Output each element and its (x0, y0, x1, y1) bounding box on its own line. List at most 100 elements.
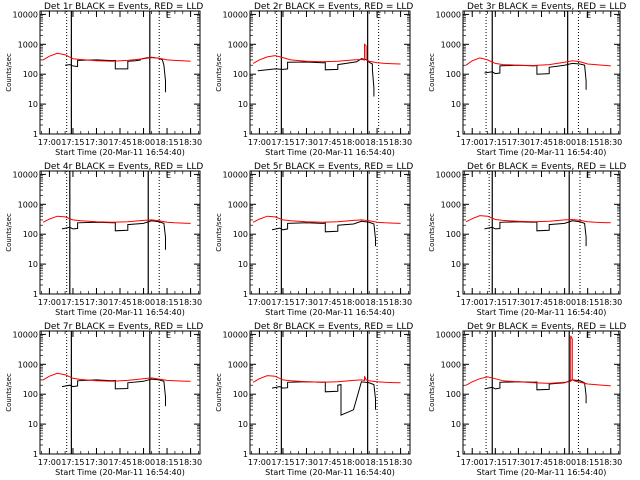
x-tick-label: 17:15 (271, 298, 294, 307)
y-tick-label: 1 (243, 130, 248, 139)
y-tick-label: 100 (446, 390, 461, 399)
y-tick-label: 100 (23, 230, 38, 239)
x-tick-label: 18:15 (156, 138, 179, 147)
chart-title: Det 3r BLACK = Events, RED = LLD (467, 2, 626, 12)
chart-title: Det 2r BLACK = Events, RED = LLD (254, 2, 413, 12)
y-tick-label: 1000 (441, 360, 461, 369)
chart-title: Det 4r BLACK = Events, RED = LLD (44, 162, 203, 172)
x-tick-label: 18:30 (599, 298, 622, 307)
x-tick-label: 17:45 (530, 298, 553, 307)
x-tick-label: 17:15 (484, 298, 507, 307)
y-axis-label: Counts/sec (428, 53, 436, 92)
x-tick-label: 17:00 (461, 138, 484, 147)
y-tick-label: 1000 (228, 40, 248, 49)
x-tick-label: 18:30 (179, 298, 202, 307)
corner-mark: E (586, 331, 591, 340)
events-series-line (271, 220, 376, 247)
x-tick-label: 18:15 (366, 458, 389, 467)
x-tick-label: 17:00 (461, 298, 484, 307)
corner-mark: E (376, 331, 381, 340)
x-tick-label: 17:15 (61, 298, 84, 307)
x-tick-label: 18:30 (389, 458, 412, 467)
y-tick-label: 10 (238, 260, 248, 269)
x-tick-label: 18:15 (576, 458, 599, 467)
x-tick-label: 18:00 (553, 138, 576, 147)
y-tick-label: 100 (23, 70, 38, 79)
y-tick-label: 1000 (228, 360, 248, 369)
x-tick-label: 17:45 (530, 138, 553, 147)
y-axis-label: Counts/sec (215, 213, 223, 252)
x-tick-label: 17:15 (484, 458, 507, 467)
x-tick-label: 17:15 (271, 458, 294, 467)
x-tick-label: 18:30 (599, 458, 622, 467)
y-axis-label: Counts/sec (215, 53, 223, 92)
x-tick-label: 17:45 (318, 298, 341, 307)
y-tick-label: 1 (456, 450, 461, 459)
y-tick-label: 10 (451, 260, 461, 269)
y-tick-label: 10000 (223, 170, 248, 179)
x-tick-label: 18:30 (179, 458, 202, 467)
x-axis-label: Start Time (20-Mar-11 16:54:40) (55, 308, 185, 317)
x-tick-label: 17:30 (85, 458, 108, 467)
x-tick-label: 17:00 (248, 298, 271, 307)
y-tick-label: 1000 (441, 40, 461, 49)
plot-frame (249, 170, 411, 295)
x-tick-label: 17:00 (38, 458, 61, 467)
y-tick-label: 10 (451, 420, 461, 429)
x-tick-label: 18:15 (156, 298, 179, 307)
x-tick-label: 17:30 (507, 458, 530, 467)
x-tick-label: 18:15 (156, 458, 179, 467)
corner-mark: E (586, 171, 591, 180)
x-tick-label: 17:45 (108, 298, 131, 307)
x-tick-label: 17:30 (85, 298, 108, 307)
corner-mark: E (376, 171, 381, 180)
y-tick-label: 10 (28, 420, 38, 429)
lld-series-line (465, 215, 611, 224)
x-tick-label: 17:30 (295, 458, 318, 467)
y-tick-label: 10000 (436, 10, 461, 19)
y-tick-label: 1 (33, 450, 38, 459)
y-tick-label: 1 (456, 290, 461, 299)
y-tick-label: 10000 (436, 330, 461, 339)
events-series-line (257, 58, 375, 97)
y-axis-label: Counts/sec (428, 373, 436, 412)
x-tick-label: 17:45 (318, 138, 341, 147)
events-series-line (65, 56, 166, 93)
plot-frame (39, 330, 201, 455)
y-tick-label: 100 (233, 230, 248, 239)
x-tick-label: 18:00 (553, 298, 576, 307)
x-axis-label: Start Time (20-Mar-11 16:54:40) (477, 308, 607, 317)
y-tick-label: 10 (238, 100, 248, 109)
plot-frame (249, 330, 411, 455)
events-series-line (484, 379, 587, 404)
plot-frame (39, 170, 201, 295)
y-axis-label: Counts/sec (215, 373, 223, 412)
y-tick-label: 100 (233, 390, 248, 399)
y-axis-label: Counts/sec (428, 213, 436, 252)
x-tick-label: 18:30 (599, 138, 622, 147)
x-tick-label: 17:45 (108, 458, 131, 467)
corner-mark: E (166, 171, 171, 180)
x-tick-label: 18:15 (366, 138, 389, 147)
x-tick-label: 18:15 (576, 298, 599, 307)
lld-series-line (465, 57, 611, 67)
y-tick-label: 10000 (13, 10, 38, 19)
events-series-line (271, 381, 376, 416)
x-axis-label: Start Time (20-Mar-11 16:54:40) (265, 468, 395, 477)
x-tick-label: 18:00 (342, 298, 365, 307)
x-tick-label: 17:30 (507, 138, 530, 147)
lld-series-line (252, 215, 401, 224)
y-tick-label: 1 (33, 290, 38, 299)
x-tick-label: 18:15 (366, 298, 389, 307)
x-tick-label: 17:30 (295, 298, 318, 307)
y-tick-label: 1000 (441, 200, 461, 209)
chart-title: Det 5r BLACK = Events, RED = LLD (254, 162, 413, 172)
corner-mark: E (166, 331, 171, 340)
x-tick-label: 17:15 (271, 138, 294, 147)
corner-mark: E (376, 11, 381, 20)
x-tick-label: 17:15 (61, 138, 84, 147)
chart-title: Det 1r BLACK = Events, RED = LLD (44, 2, 203, 12)
